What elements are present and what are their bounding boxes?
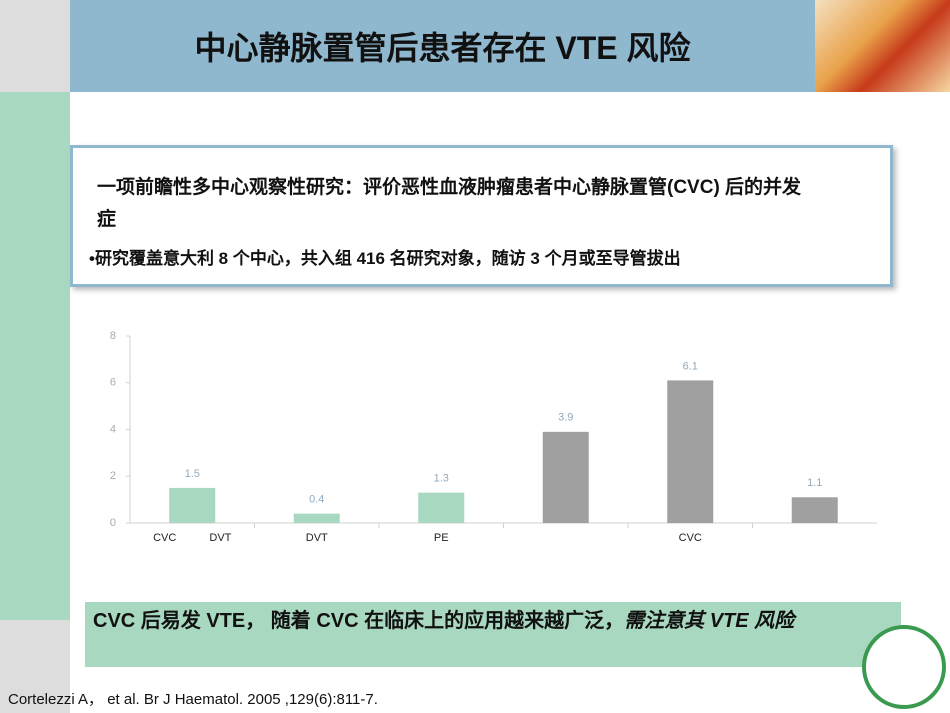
y-tick-label: 4 [110, 423, 116, 435]
conclusion-text: CVC 后易发 VTE， 随着 CVC 在临床上的应用越来越广泛， [93, 610, 625, 632]
conclusion-box: CVC 后易发 VTE， 随着 CVC 在临床上的应用越来越广泛，需注意其 VT… [85, 602, 901, 667]
bar [418, 492, 465, 523]
bar [293, 513, 340, 523]
x-tick-label: CVC [679, 532, 702, 544]
study-box: 一项前瞻性多中心观察性研究：评价恶性血液肿瘤患者中心静脉置管(CVC) 后的并发… [70, 145, 893, 287]
bar [791, 497, 838, 523]
value-label: 1.1 [807, 477, 822, 489]
study-bullet: •研究覆盖意大利 8 个中心，共入组 416 名研究对象，随访 3 个月或至导管… [89, 249, 681, 268]
bullet-text: 研究覆盖意大利 8 个中心，共入组 416 名研究对象，随访 3 个月或至导管拔… [94, 249, 681, 268]
y-tick-label: 6 [110, 377, 116, 389]
logo [862, 625, 946, 709]
bar [667, 380, 714, 523]
x-tick-label: CVC DVT [153, 532, 232, 544]
bar [169, 487, 216, 523]
conclusion-emphasis: 需注意其 VTE 风险 [624, 610, 795, 632]
study-heading: 一项前瞻性多中心观察性研究：评价恶性血液肿瘤患者中心静脉置管(CVC) 后的并发… [97, 177, 802, 230]
y-tick-label: 8 [110, 330, 116, 342]
y-tick-label: 0 [110, 517, 116, 529]
side-strip [0, 92, 70, 620]
x-tick-label: DVT [306, 532, 328, 544]
x-tick-label: PE [434, 532, 449, 544]
pill-image [815, 0, 950, 92]
title: 中心静脉置管后患者存在 VTE 风险 [70, 0, 815, 92]
value-label: 3.9 [558, 412, 573, 424]
value-label: 0.4 [309, 494, 324, 506]
value-label: 1.5 [185, 468, 200, 480]
citation: Cortelezzi A， et al. Br J Haematol. 2005… [8, 691, 378, 708]
corner [0, 0, 70, 92]
value-label: 6.1 [683, 360, 698, 372]
bar [542, 431, 589, 523]
value-label: 1.3 [434, 473, 449, 485]
side-bottom [0, 620, 70, 713]
y-tick-label: 2 [110, 470, 116, 482]
